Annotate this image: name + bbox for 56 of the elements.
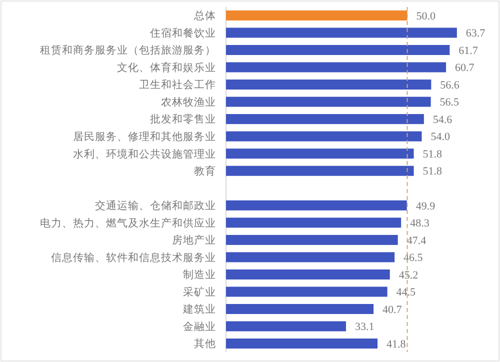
bar — [226, 234, 398, 245]
y-tick-label: 教育 — [194, 164, 216, 178]
bar — [226, 166, 414, 176]
bar — [226, 28, 457, 38]
y-tick-label: 其他 — [194, 337, 216, 350]
bar — [226, 218, 402, 228]
bar — [226, 200, 407, 210]
data-label: 40.7 — [382, 304, 402, 316]
data-label: 50.0 — [416, 10, 436, 22]
y-tick-label: 信息传输、软件和信息技术服务业 — [51, 250, 216, 264]
bar — [226, 304, 374, 314]
data-label: 33.1 — [354, 321, 374, 334]
data-label: 48.3 — [410, 218, 430, 230]
bar — [226, 96, 431, 107]
bar — [226, 131, 422, 142]
y-tick-label: 水利、环境和公共设施管理业 — [73, 147, 216, 160]
y-tick-label: 建筑业 — [182, 302, 216, 316]
bar — [226, 269, 390, 280]
bar — [226, 10, 408, 20]
y-tick-label: 居民服务、修理和其他服务业 — [73, 130, 216, 144]
data-label: 49.9 — [416, 200, 436, 212]
bar — [226, 44, 450, 56]
bar — [226, 62, 446, 72]
data-label: 44.5 — [396, 286, 416, 299]
y-tick-label: 电力、热力、燃气及水生产和供应业 — [40, 216, 216, 230]
y-tick-label: 金融业 — [183, 320, 216, 333]
data-label: 56.5 — [440, 96, 460, 109]
data-label: 54.0 — [430, 131, 450, 144]
bar — [226, 286, 388, 297]
data-label: 63.7 — [466, 28, 486, 40]
data-label: 45.2 — [398, 269, 418, 282]
data-label: 54.6 — [432, 114, 453, 126]
y-tick-label: 总体 — [193, 9, 216, 22]
data-label: 41.8 — [386, 338, 406, 350]
bar — [226, 80, 432, 90]
data-label: 51.8 — [422, 166, 443, 178]
bar — [226, 338, 378, 349]
y-tick-label: 租赁和商务服务业（包括旅游服务） — [40, 44, 216, 57]
data-label: 61.7 — [458, 44, 478, 57]
data-label: 60.7 — [455, 62, 475, 74]
bar — [226, 321, 346, 332]
y-tick-label: 卫生和社会工作 — [139, 78, 216, 92]
y-tick-label: 农林牧渔业 — [161, 95, 216, 108]
y-tick-label: 文化、体育和娱乐业 — [117, 60, 216, 74]
data-label: 56.6 — [440, 79, 460, 92]
data-label: 47.4 — [406, 234, 427, 247]
bar — [226, 148, 414, 159]
data-label: 51.8 — [422, 148, 443, 160]
y-tick-label: 住宿和餐饮业 — [150, 26, 216, 40]
y-tick-label: 批发和零售业 — [150, 112, 216, 126]
y-tick-label: 交通运输、仓储和邮政业 — [95, 199, 216, 212]
bar — [226, 252, 395, 262]
y-tick-label: 制造业 — [183, 268, 216, 282]
bar — [226, 114, 424, 124]
y-tick-label: 房地产业 — [172, 234, 216, 247]
y-tick-label: 采矿业 — [183, 285, 216, 298]
